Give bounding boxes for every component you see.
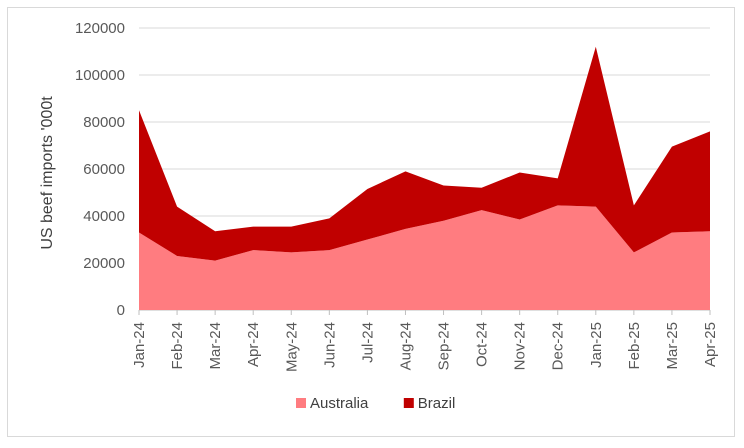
x-tick-label: Nov-24 — [512, 322, 529, 370]
legend-label-brazil: Brazil — [418, 395, 456, 412]
x-tick-label: Jul-24 — [359, 322, 376, 363]
y-tick-label: 100000 — [75, 67, 125, 84]
y-tick-label: 60000 — [83, 161, 125, 178]
x-tick-label: Jan-24 — [131, 322, 148, 368]
y-tick-label: 120000 — [75, 20, 125, 37]
y-tick-label: 40000 — [83, 208, 125, 225]
x-tick-label: Mar-25 — [664, 322, 681, 370]
x-tick-label: Feb-25 — [626, 322, 643, 370]
legend-swatch-brazil — [403, 398, 414, 408]
x-tick-label: Apr-25 — [702, 322, 719, 367]
legend-swatch-australia — [296, 398, 306, 408]
area-brazil — [139, 46, 710, 261]
x-tick-label: Feb-24 — [169, 322, 186, 370]
x-tick-label: Sep-24 — [436, 322, 453, 370]
x-tick-label: Aug-24 — [397, 322, 414, 370]
x-tick-label: Oct-24 — [474, 322, 491, 367]
x-tick-label: Jun-24 — [321, 322, 338, 368]
legend: Australia Brazil — [296, 395, 455, 412]
x-tick-label: Apr-24 — [245, 322, 262, 367]
x-tick-label: Jan-25 — [588, 322, 605, 368]
area-series — [139, 46, 710, 310]
x-tick-label: May-24 — [283, 322, 300, 372]
y-tick-label: 20000 — [83, 255, 125, 272]
y-tick-labels: 0 20000 40000 60000 80000 100000 120000 — [75, 20, 125, 319]
y-tick-label: 80000 — [83, 114, 125, 131]
x-tick-label: Mar-24 — [207, 322, 224, 370]
area-australia — [139, 205, 710, 310]
x-tick-labels: Jan-24 Feb-24 Mar-24 Apr-24 May-24 Jun-24 Jul-… — [131, 310, 719, 372]
legend-label-australia: Australia — [310, 395, 369, 412]
y-axis-label: US beef imports '000t — [39, 96, 56, 250]
y-tick-label: 0 — [117, 302, 125, 319]
x-tick-label: Dec-24 — [550, 322, 567, 370]
